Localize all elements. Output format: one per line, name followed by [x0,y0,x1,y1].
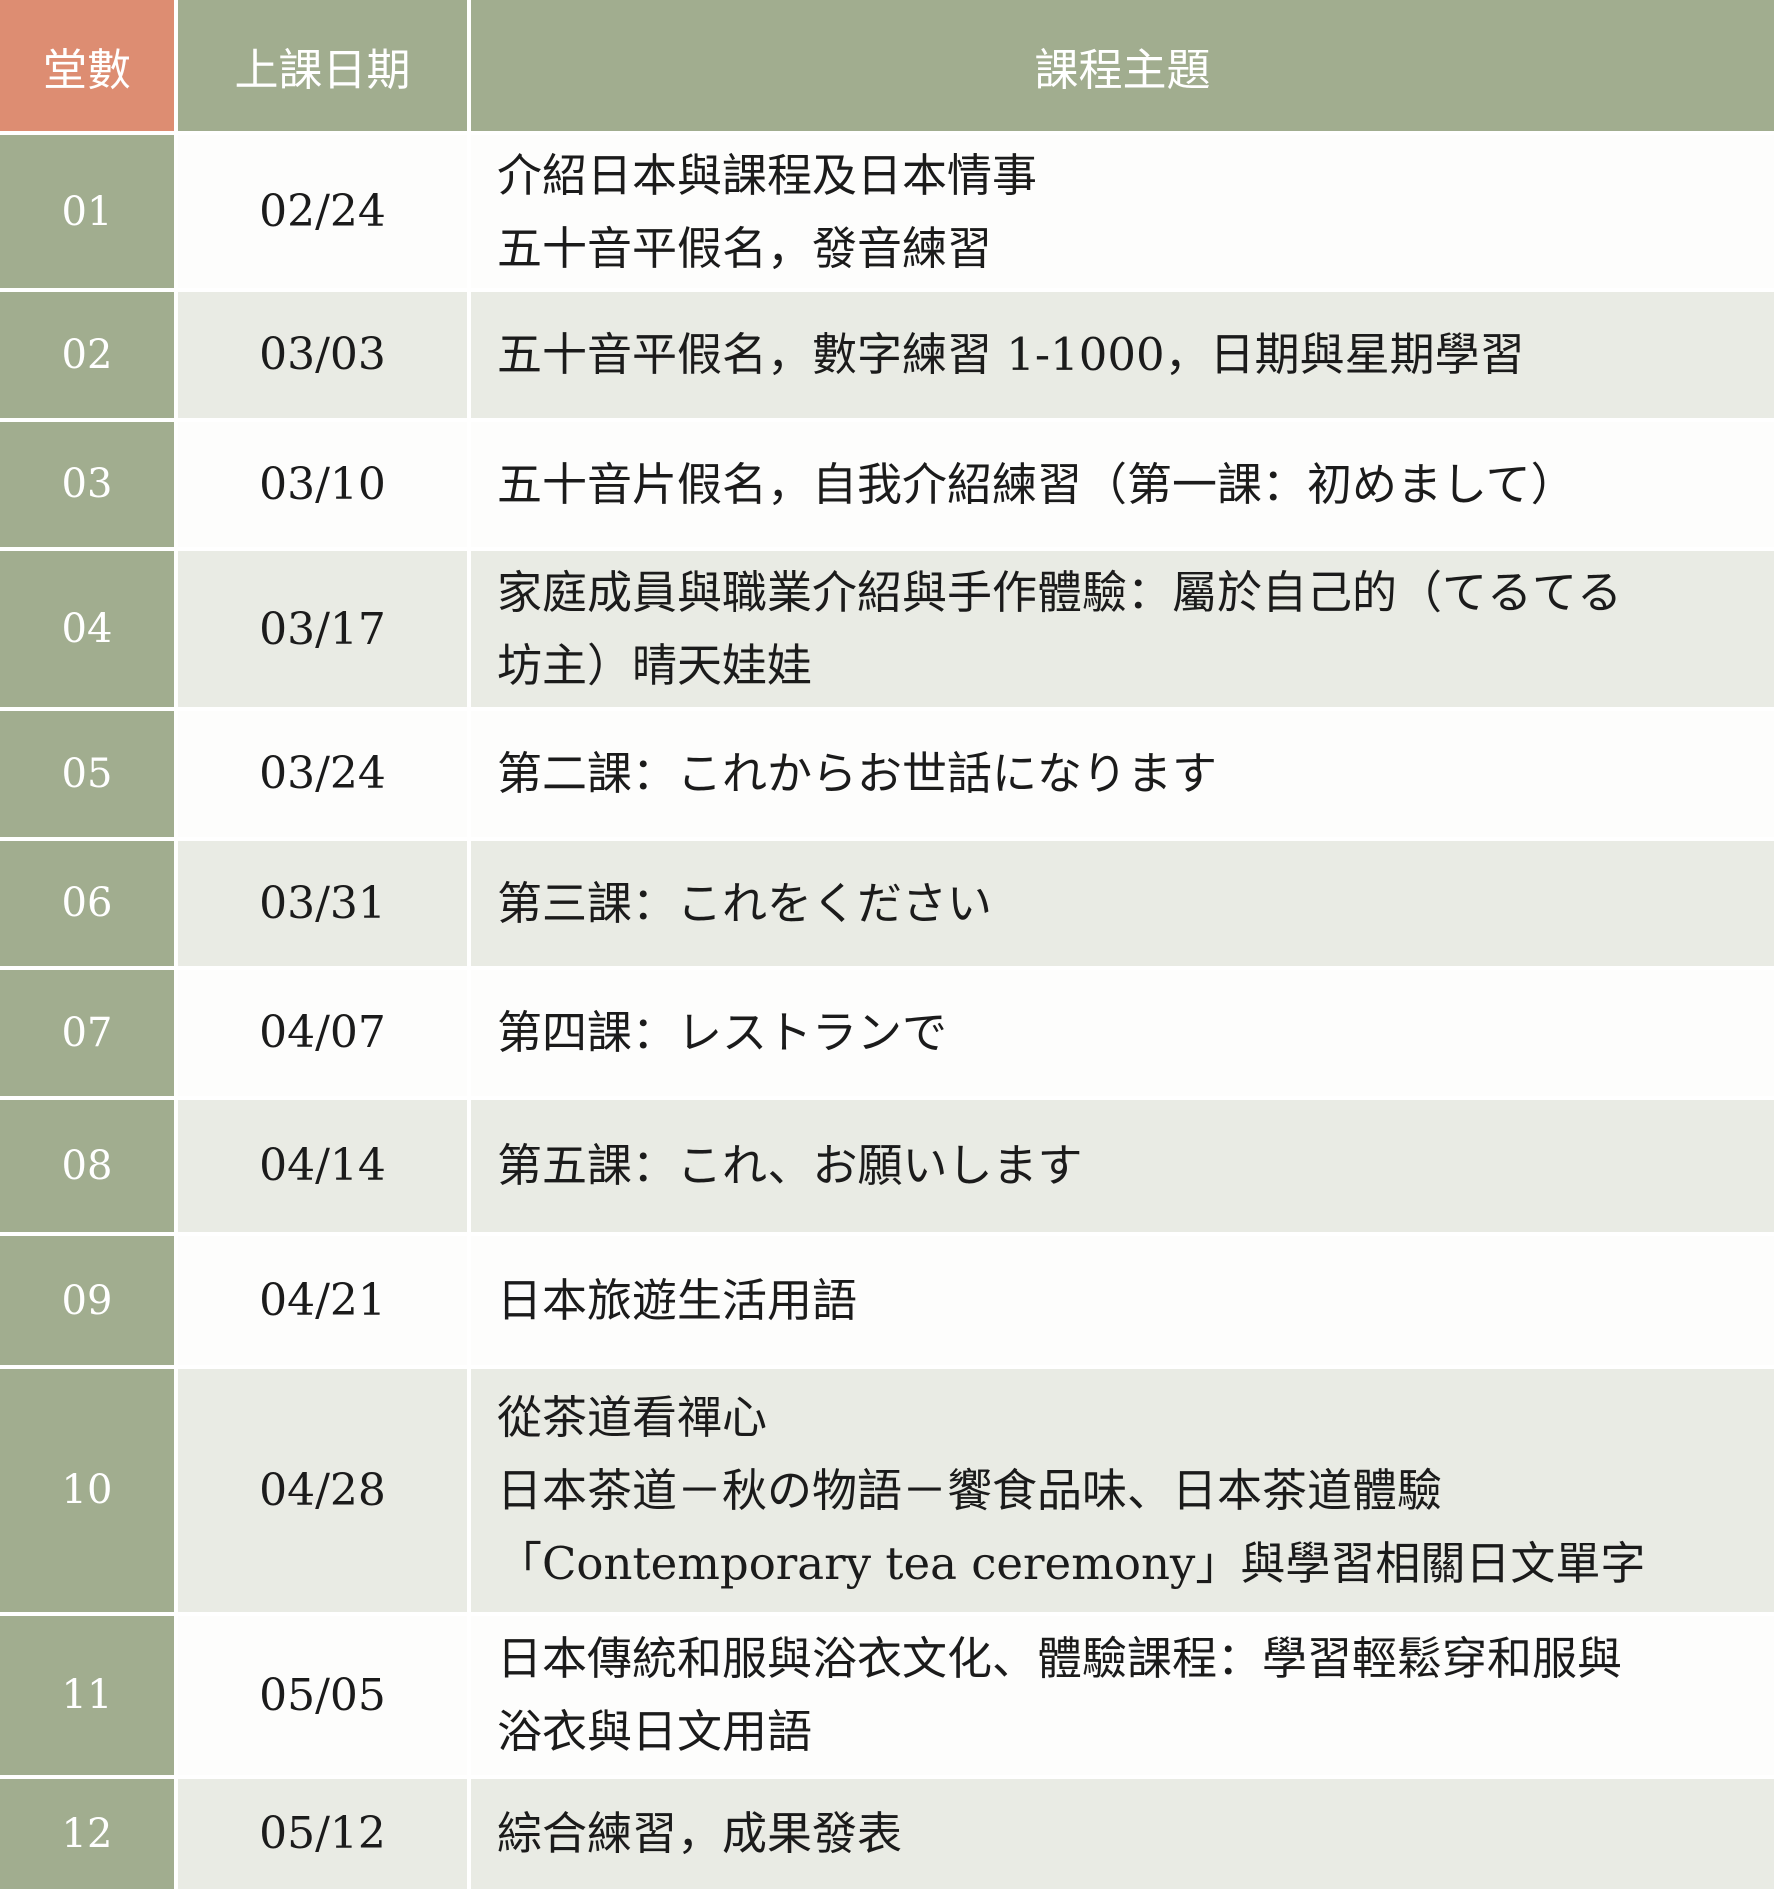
header-row: 堂數 上課日期 課程主題 [0,0,1774,135]
lesson-topic-cell: 第五課：これ、お願いします [467,1095,1774,1237]
topic-line: 坊主）晴天娃娃 [497,639,813,693]
lesson-date-cell: 03/31 [174,836,471,971]
lesson-number-cell: 07 [0,966,178,1100]
lesson-number-cell: 02 [0,288,178,422]
lesson-date-cell: 04/07 [174,966,471,1100]
topic-line: 第五課：これ、お願いします [497,1139,1083,1193]
topic-line: 日本旅遊生活用語 [497,1274,858,1328]
table-row: 09 04/21 日本旅遊生活用語 [0,1232,1774,1369]
lesson-date-cell: 04/21 [174,1232,471,1369]
topic-line: 日本茶道－秋の物語－饗食品味、日本茶道體驗 [497,1463,1443,1517]
topic-line: 五十音平假名，發音練習 [497,221,993,275]
topic-line: 第二課：これからお世話になります [497,747,1218,801]
lesson-topic-cell: 介紹日本與課程及日本情事 五十音平假名，發音練習 [467,130,1774,293]
lesson-number-cell: 09 [0,1232,178,1369]
lesson-topic-cell: 第三課：これをください [467,836,1774,971]
lesson-topic-cell: 從茶道看禪心日本茶道－秋の物語－饗食品味、日本茶道體驗「Contemporary… [467,1364,1774,1616]
table-row: 02 03/03 五十音平假名，數字練習 1-1000，日期與星期學習 [0,288,1774,422]
lesson-date-cell: 03/03 [174,288,471,422]
lesson-topic-cell: 日本傳統和服與浴衣文化、體驗課程：學習輕鬆穿和服與 浴衣與日文用語 [467,1611,1774,1779]
table-body: 01 02/24 介紹日本與課程及日本情事 五十音平假名，發音練習 02 03/0… [0,130,1774,1894]
lesson-date-cell: 02/24 [174,130,471,293]
lesson-number-cell: 04 [0,547,178,712]
table-row: 07 04/07 第四課：レストランで [0,966,1774,1100]
topic-line: 「Contemporary tea ceremony」與學習相關日文單字 [497,1536,1646,1590]
lesson-number-cell: 12 [0,1774,178,1894]
lesson-number-cell: 01 [0,130,178,293]
lesson-topic-cell: 第二課：これからお世話になります [467,707,1774,841]
lesson-number-cell: 06 [0,836,178,971]
table-row: 06 03/31 第三課：これをください [0,836,1774,971]
lesson-topic-cell: 五十音片假名，自我介紹練習（第一課：初めまして） [467,417,1774,552]
table-row: 01 02/24 介紹日本與課程及日本情事 五十音平假名，發音練習 [0,130,1774,293]
lesson-number-cell: 03 [0,417,178,552]
lesson-topic-cell: 綜合練習，成果發表 [467,1774,1774,1894]
lesson-number-cell: 08 [0,1095,178,1237]
header-class-date: 上課日期 [174,0,471,135]
lesson-topic-cell: 日本旅遊生活用語 [467,1232,1774,1369]
table-row: 05 03/24 第二課：これからお世話になります [0,707,1774,841]
lesson-date-cell: 03/17 [174,547,471,712]
lesson-number-cell: 05 [0,707,178,841]
lesson-date-cell: 04/28 [174,1364,471,1616]
table-row: 03 03/10 五十音片假名，自我介紹練習（第一課：初めまして） [0,417,1774,552]
lesson-topic-cell: 家庭成員與職業介紹與手作體驗：屬於自己的（てるてる 坊主）晴天娃娃 [467,547,1774,712]
topic-line: 綜合練習，成果發表 [497,1807,903,1861]
topic-line: 五十音平假名，數字練習 1-1000，日期與星期學習 [497,328,1525,382]
table-header: 堂數 上課日期 課程主題 [0,0,1774,135]
topic-line: 浴衣與日文用語 [497,1705,813,1759]
lesson-date-cell: 05/12 [174,1774,471,1894]
table-row: 08 04/14 第五課：これ、お願いします [0,1095,1774,1237]
topic-line: 從茶道看禪心 [497,1390,768,1444]
header-lesson-number: 堂數 [0,0,178,135]
lesson-date-cell: 04/14 [174,1095,471,1237]
lesson-date-cell: 03/24 [174,707,471,841]
lesson-topic-cell: 五十音平假名，數字練習 1-1000，日期與星期學習 [467,288,1774,422]
lesson-number-cell: 11 [0,1611,178,1779]
table-row: 10 04/28 從茶道看禪心日本茶道－秋の物語－饗食品味、日本茶道體驗「Con… [0,1364,1774,1616]
lesson-date-cell: 05/05 [174,1611,471,1779]
table-row: 12 05/12 綜合練習，成果發表 [0,1774,1774,1894]
header-course-topic: 課程主題 [467,0,1774,135]
topic-line: 五十音片假名，自我介紹練習（第一課：初めまして） [497,457,1576,511]
topic-line: 家庭成員與職業介紹與手作體驗：屬於自己的（てるてる [497,566,1623,620]
lesson-topic-cell: 第四課：レストランで [467,966,1774,1100]
table-row: 11 05/05 日本傳統和服與浴衣文化、體驗課程：學習輕鬆穿和服與 浴衣與日文用… [0,1611,1774,1779]
table-row: 04 03/17 家庭成員與職業介紹與手作體驗：屬於自己的（てるてる 坊主）晴天娃… [0,547,1774,712]
topic-line: 日本傳統和服與浴衣文化、體驗課程：學習輕鬆穿和服與 [497,1632,1623,1686]
topic-line: 介紹日本與課程及日本情事 [497,148,1038,202]
lesson-date-cell: 03/10 [174,417,471,552]
topic-line: 第四課：レストランで [497,1006,948,1060]
topic-line: 第三課：これをください [497,876,993,930]
lesson-number-cell: 10 [0,1364,178,1616]
